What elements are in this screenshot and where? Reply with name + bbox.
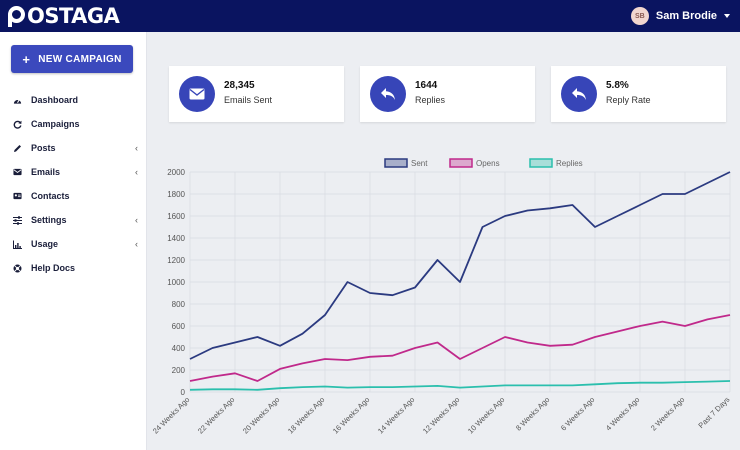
stat-value: 1644 <box>415 80 438 91</box>
stat-card-emails-sent: 28,345 Emails Sent <box>169 66 344 122</box>
logo-text: OSTAGA <box>27 4 120 28</box>
postaga-logo[interactable]: OSTAGA <box>8 4 120 28</box>
x-tick-label: 16 Weeks Ago <box>331 395 371 435</box>
x-tick-label: Past 7 Days <box>696 395 731 430</box>
stat-label: Reply Rate <box>606 95 651 105</box>
avatar: SB <box>630 7 649 25</box>
stat-card-reply-rate: 5.8% Reply Rate <box>551 66 726 122</box>
stat-label: Replies <box>415 95 446 105</box>
bar-chart-icon <box>13 240 22 249</box>
sidebar-item-usage[interactable]: Usage ‹ <box>0 232 146 256</box>
top-bar: OSTAGA SB Sam Brodie <box>0 0 740 32</box>
y-tick-label: 1200 <box>167 256 185 265</box>
id-card-icon <box>13 192 22 201</box>
legend-swatch-opens <box>449 158 473 168</box>
user-name: Sam Brodie <box>655 10 717 22</box>
chevron-left-icon[interactable]: ‹ <box>135 239 138 249</box>
sidebar-item-label: Settings <box>31 215 67 225</box>
new-campaign-button[interactable]: + NEW CAMPAIGN <box>11 45 133 73</box>
y-tick-label: 2000 <box>167 168 185 177</box>
sidebar-item-posts[interactable]: Posts ‹ <box>0 136 146 160</box>
x-tick-label: 14 Weeks Ago <box>376 395 416 435</box>
x-tick-label: 20 Weeks Ago <box>241 395 281 435</box>
sidebar-item-help-docs[interactable]: Help Docs <box>0 256 146 280</box>
refresh-icon <box>13 120 22 129</box>
stat-card-replies: 1644 Replies <box>360 66 535 122</box>
chevron-left-icon[interactable]: ‹ <box>135 167 138 177</box>
x-tick-label: 8 Weeks Ago <box>514 395 552 433</box>
legend-swatch-replies <box>529 158 553 168</box>
new-campaign-label: NEW CAMPAIGN <box>38 53 122 65</box>
dashboard-icon <box>13 96 22 105</box>
emails-line-chart: 0 200 400 600 800 1000 1200 1400 1600 1800 2000 24 … <box>151 158 732 436</box>
envelope-icon <box>13 168 22 177</box>
sidebar-item-settings[interactable]: Settings ‹ <box>0 208 146 232</box>
x-tick-label: 6 Weeks Ago <box>559 395 597 433</box>
y-tick-label: 200 <box>172 366 186 375</box>
y-tick-label: 1600 <box>167 212 185 221</box>
x-tick-label: 4 Weeks Ago <box>604 395 642 433</box>
series-line-sent <box>189 171 731 360</box>
legend-label-sent: Sent <box>411 159 428 168</box>
legend-label-opens: Opens <box>476 159 500 168</box>
logo-mark-icon <box>8 5 26 27</box>
x-tick-label: 10 Weeks Ago <box>466 395 506 435</box>
sidebar-item-label: Usage <box>31 239 59 249</box>
series-line-replies <box>189 380 731 391</box>
x-tick-label: 12 Weeks Ago <box>421 395 461 435</box>
sidebar-item-label: Emails <box>31 167 61 177</box>
x-tick-label: 22 Weeks Ago <box>196 395 236 435</box>
life-ring-icon <box>13 264 22 273</box>
stat-value: 28,345 <box>224 80 255 91</box>
chevron-left-icon[interactable]: ‹ <box>135 143 138 153</box>
reply-icon <box>561 76 597 112</box>
sidebar-item-campaigns[interactable]: Campaigns <box>0 112 146 136</box>
y-tick-label: 1400 <box>167 234 185 243</box>
envelope-icon <box>179 76 215 112</box>
x-tick-label: 2 Weeks Ago <box>649 395 687 433</box>
sidebar-item-dashboard[interactable]: Dashboard <box>0 88 146 112</box>
y-tick-label: 600 <box>172 322 186 331</box>
reply-icon <box>370 76 406 112</box>
sidebar-item-label: Dashboard <box>31 95 79 105</box>
user-menu[interactable]: SB Sam Brodie <box>630 6 730 26</box>
x-tick-label: 18 Weeks Ago <box>286 395 326 435</box>
pencil-icon <box>13 144 22 153</box>
series-line-opens <box>189 314 731 382</box>
plus-icon: + <box>22 51 31 67</box>
sidebar-item-label: Help Docs <box>31 263 76 273</box>
sidebar-item-label: Campaigns <box>31 119 80 129</box>
y-tick-label: 400 <box>172 344 186 353</box>
y-tick-label: 1800 <box>167 190 185 199</box>
y-tick-label: 1000 <box>167 278 185 287</box>
legend-swatch-sent <box>384 158 408 168</box>
caret-down-icon <box>724 14 730 18</box>
sidebar-item-label: Contacts <box>31 191 70 201</box>
sidebar: + NEW CAMPAIGN Dashboard Campaigns Posts… <box>0 32 147 450</box>
stat-label: Emails Sent <box>224 95 273 105</box>
sidebar-nav: Dashboard Campaigns Posts ‹ Emails ‹ <box>0 88 146 280</box>
chevron-left-icon[interactable]: ‹ <box>135 215 138 225</box>
y-tick-label: 800 <box>172 300 186 309</box>
sidebar-item-contacts[interactable]: Contacts <box>0 184 146 208</box>
sliders-icon <box>13 215 22 225</box>
y-tick-label: 0 <box>181 388 186 397</box>
sidebar-item-emails[interactable]: Emails ‹ <box>0 160 146 184</box>
sidebar-item-label: Posts <box>31 143 56 153</box>
legend-label-replies: Replies <box>556 159 583 168</box>
x-tick-label: 24 Weeks Ago <box>151 395 191 435</box>
stat-value: 5.8% <box>606 80 629 91</box>
